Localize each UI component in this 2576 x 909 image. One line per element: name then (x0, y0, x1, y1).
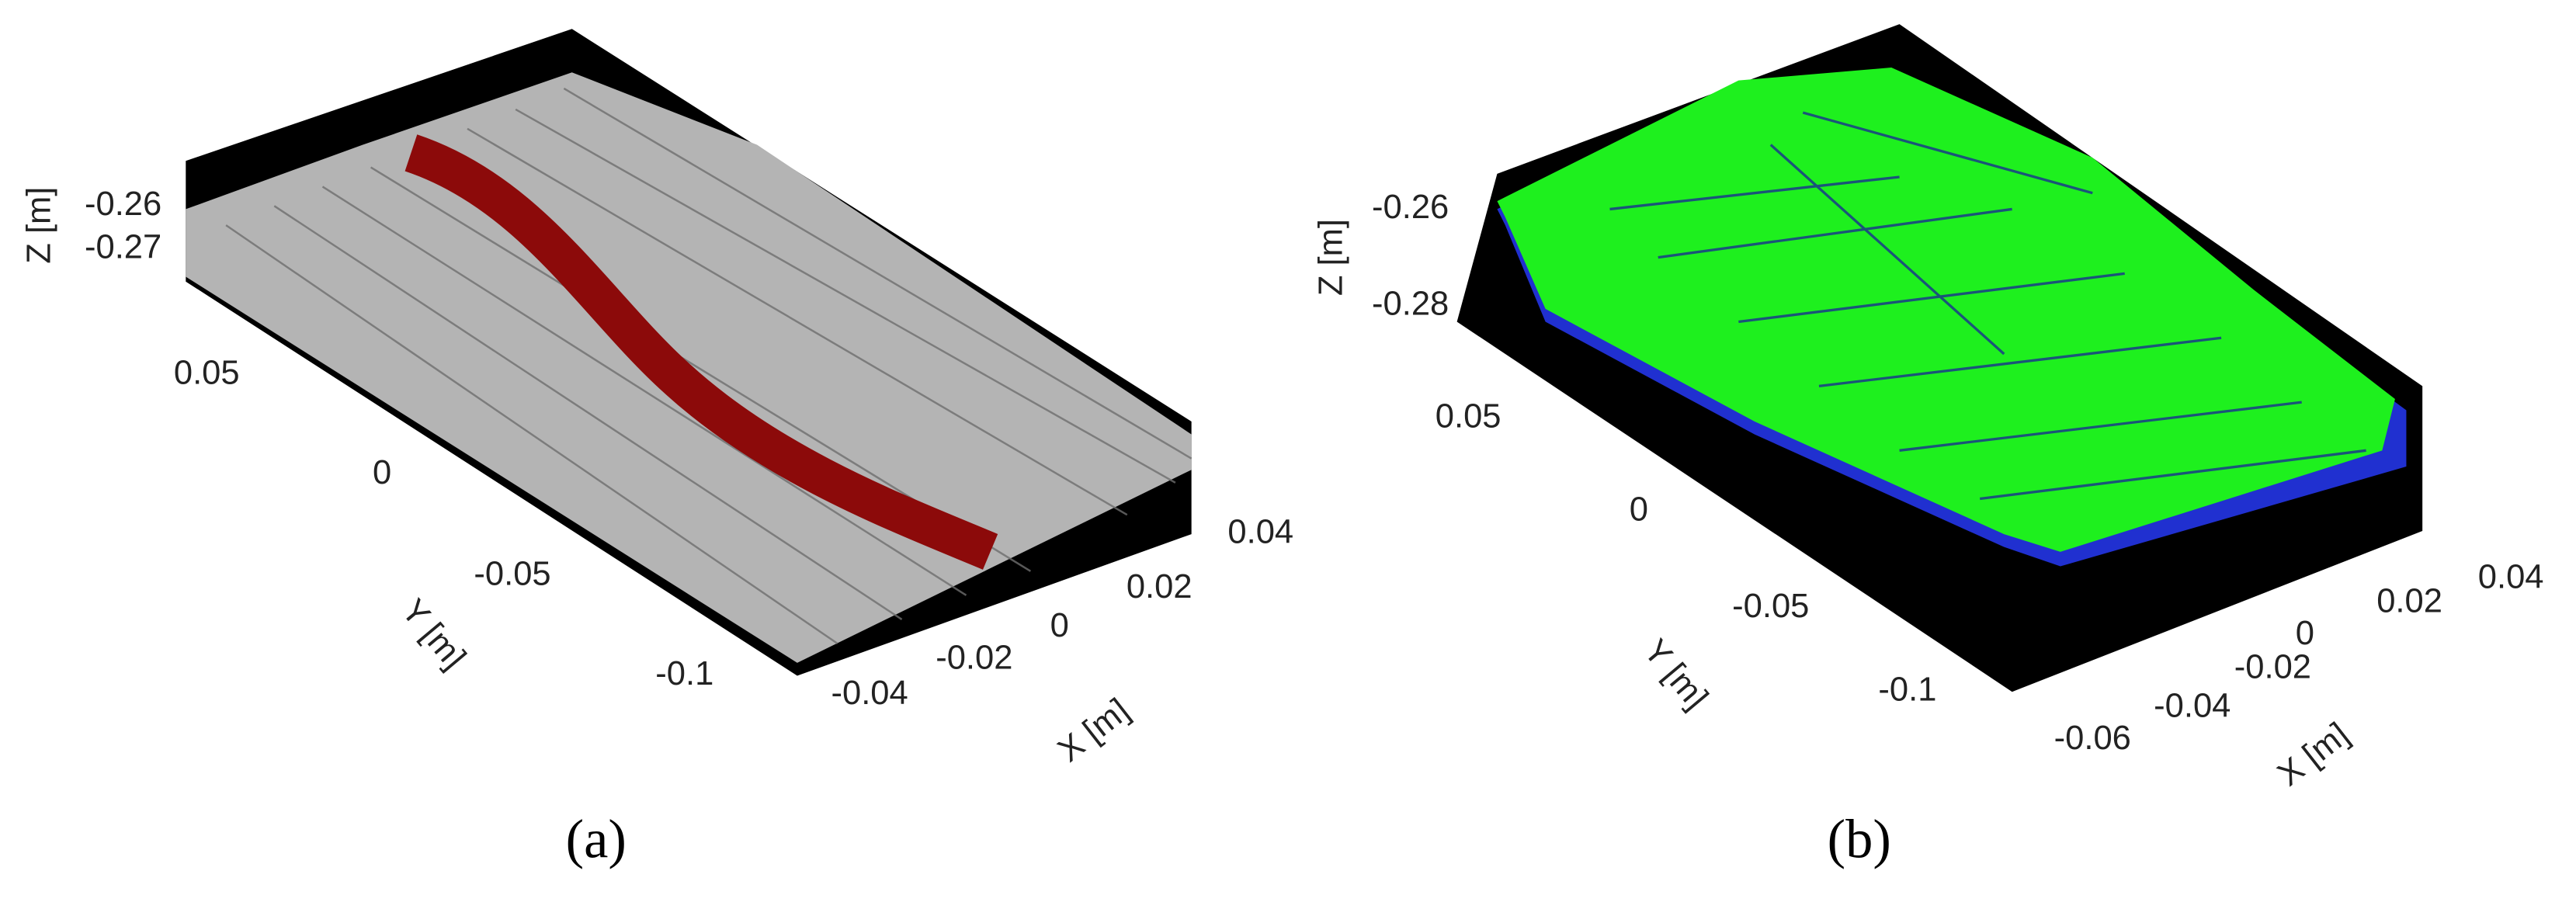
x-tick-label: -0.04 (831, 675, 908, 712)
x-tick-label: -0.02 (2234, 649, 2311, 686)
z-tick-label: -0.26 (1372, 189, 1449, 226)
z-axis-label: Z [m] (20, 187, 57, 264)
y-tick-label: -0.05 (1732, 588, 1809, 625)
x-tick-label: 0.02 (2376, 583, 2442, 620)
x-tick-label: 0.04 (2478, 559, 2544, 596)
y-axis-label: Y [m] (394, 592, 474, 676)
z-tick-label: -0.27 (85, 229, 161, 266)
x-tick-label: 0.04 (1227, 514, 1293, 551)
x-tick-label: -0.04 (2154, 687, 2231, 724)
x-tick-label: -0.02 (936, 639, 1012, 676)
y-tick-label: 0 (373, 454, 391, 491)
z-tick-label: -0.26 (85, 186, 161, 223)
x-tick-label: 0 (2296, 615, 2314, 652)
panel-b-plot (1456, 24, 2423, 692)
caption: (a) (566, 809, 627, 869)
x-tick-label: 0 (1050, 607, 1069, 644)
x-tick-label: -0.06 (2054, 720, 2131, 757)
y-tick-label: -0.05 (474, 555, 550, 592)
caption: (b) (1828, 809, 1891, 869)
labels: -0.26-0.270.050-0.05-0.1-0.04-0.0200.020… (20, 186, 2543, 869)
y-tick-label: -0.1 (1878, 671, 1936, 709)
z-axis-label: Z [m] (1313, 219, 1350, 296)
z-tick-label: -0.28 (1372, 285, 1449, 322)
x-axis-label: X [m] (1051, 692, 1137, 769)
y-tick-label: 0 (1630, 491, 1648, 529)
panel-a-plot (186, 29, 1193, 676)
x-axis-label: X [m] (2271, 716, 2356, 793)
y-axis-label: Y [m] (1637, 633, 1716, 716)
y-tick-label: 0.05 (174, 354, 240, 391)
x-tick-label: 0.02 (1127, 568, 1193, 605)
y-tick-label: -0.1 (655, 655, 713, 692)
y-tick-label: 0.05 (1436, 397, 1502, 435)
